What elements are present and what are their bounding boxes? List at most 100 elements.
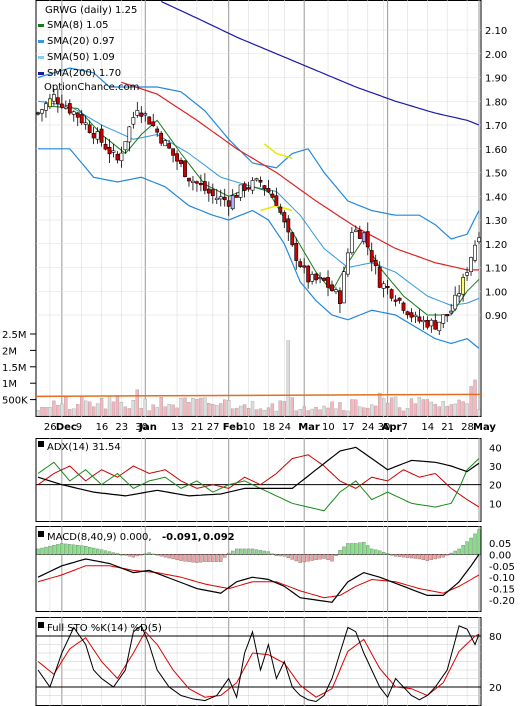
candle-body (95, 131, 100, 140)
bollinger-upper (37, 67, 480, 240)
macd-legend-swatch (38, 531, 44, 537)
candle-body (469, 257, 473, 272)
candle-body (222, 196, 227, 201)
macd-panel (35, 526, 482, 612)
volume-tick-label: 1.5M (2, 363, 27, 374)
x-axis-label: Mar (298, 422, 320, 433)
volume-bar (378, 392, 382, 417)
candle-body (413, 314, 418, 317)
volume-bar (429, 401, 433, 417)
macd-histogram-bar (84, 546, 88, 555)
candle-body (322, 277, 326, 281)
macd-histogram-bar (477, 529, 481, 555)
candle-body (214, 197, 219, 200)
volume-bar (306, 410, 310, 417)
macd-histogram-bar (465, 541, 469, 555)
volume-bar (238, 405, 243, 417)
candle-body (314, 273, 319, 281)
macd-histogram-bar (294, 554, 298, 562)
macd-histogram-bar (91, 547, 96, 555)
volume-bar (258, 408, 263, 417)
candle-body (274, 195, 279, 206)
macd-tick-label: -0.10 (489, 573, 515, 584)
candle-body (278, 206, 283, 213)
candle-body (294, 243, 299, 261)
candle-body (226, 200, 231, 207)
macd-histogram-bar (326, 554, 330, 561)
legend-swatch (38, 56, 44, 59)
macd-histogram-bar (338, 550, 342, 555)
x-axis-label: 17 (342, 422, 355, 433)
macd-histogram-bar (302, 554, 306, 563)
macd-histogram-bar (370, 548, 374, 555)
volume-bar (338, 402, 342, 417)
macd-tick-label: 0.05 (489, 539, 511, 550)
macd-histogram-bar (44, 546, 48, 555)
candle-body (385, 286, 390, 289)
volume-bar (290, 397, 294, 417)
volume-bar (393, 396, 398, 417)
macd-histogram-bar (397, 554, 402, 557)
volume-bar (465, 403, 469, 417)
macd-histogram-bar (401, 554, 406, 558)
volume-bar (282, 401, 286, 417)
volume-bar (318, 409, 322, 417)
macd-histogram-bar (103, 550, 108, 555)
price-tick-label: 2.10 (485, 26, 507, 37)
candle-body (71, 111, 76, 115)
macd-histogram-bar (87, 546, 92, 555)
macd-histogram-bar (99, 549, 104, 555)
candle-body (159, 132, 164, 144)
volume-bar (231, 408, 235, 417)
macd-histogram-bar (429, 554, 433, 561)
price-tick-label: 1.00 (485, 287, 507, 298)
candle-body (437, 321, 442, 332)
macd-histogram-bar (262, 550, 267, 555)
macd-histogram-bar (159, 554, 163, 557)
candle-body (99, 128, 104, 143)
macd-histogram-bar (334, 554, 338, 556)
legend-swatch (38, 72, 44, 75)
x-axis-label: 27 (207, 422, 220, 433)
macd-histogram-bar (227, 552, 231, 555)
volume-bar (350, 399, 354, 417)
macd-histogram-bar (219, 554, 223, 562)
volume-bar (191, 398, 195, 417)
macd-signal-line (37, 565, 480, 599)
candle-body (369, 250, 374, 263)
volume-bar (99, 397, 104, 417)
volume-bar (72, 408, 76, 417)
macd-histogram-bar (350, 543, 354, 555)
volume-bar (139, 408, 143, 417)
candle-body (417, 316, 422, 322)
macd-histogram-bar (223, 554, 227, 558)
candle-body (425, 320, 430, 328)
macd-histogram-bar (203, 554, 207, 562)
candle-body (175, 153, 179, 162)
candle-body (48, 98, 52, 108)
volume-bar (60, 403, 64, 417)
price-tick-label: 1.20 (485, 240, 507, 251)
x-axis-label: 30 (378, 422, 391, 433)
volume-bar (119, 401, 124, 417)
candle-body (334, 289, 338, 293)
macd-histogram-bar (358, 542, 362, 555)
macd-histogram-bar (80, 545, 84, 555)
legend-swatch (38, 40, 44, 43)
x-axis-label: 28 (461, 422, 474, 433)
x-axis-label: 10 (322, 422, 335, 433)
volume-bar (84, 400, 88, 417)
volume-bar (143, 398, 147, 417)
price-tick-label: 1.60 (485, 145, 507, 156)
candle-body (139, 112, 144, 117)
macd-histogram-bar (389, 554, 394, 556)
volume-bar (211, 404, 215, 417)
volume-bar (223, 399, 227, 417)
candle-body (254, 178, 259, 181)
volume-bar (227, 400, 231, 417)
macd-histogram-bar (234, 548, 239, 555)
macd-histogram-bar (290, 554, 294, 560)
volume-bar (195, 399, 199, 417)
candle-body (36, 112, 40, 115)
macd-histogram-bar (393, 554, 398, 557)
